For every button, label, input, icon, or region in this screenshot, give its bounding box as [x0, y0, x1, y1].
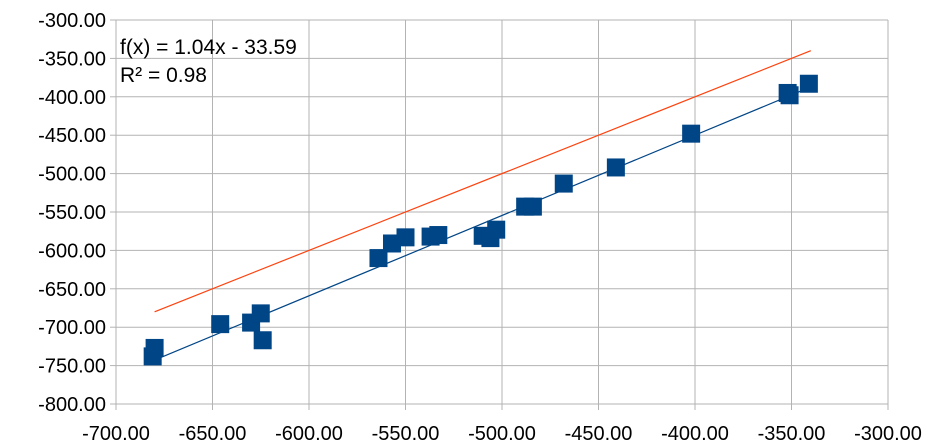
r-squared-label: R² = 0.98	[120, 64, 207, 87]
y-tick-label: -600.00	[38, 240, 106, 262]
y-tick-label: -800.00	[38, 394, 106, 416]
trendline-equation: f(x) = 1.04x - 33.59	[120, 36, 297, 59]
data-point	[429, 226, 448, 245]
data-point	[523, 197, 542, 216]
data-point	[780, 86, 799, 105]
x-tick-label: -600.00	[275, 423, 343, 445]
data-point	[554, 174, 573, 193]
x-tick-label: -450.00	[565, 423, 633, 445]
data-point	[799, 74, 818, 93]
y-tick-label: -550.00	[38, 202, 106, 224]
grid-lines	[110, 19, 889, 410]
data-point	[143, 347, 162, 366]
x-tick-label: -350.00	[758, 423, 826, 445]
data-point	[253, 331, 272, 350]
data-point	[606, 158, 625, 177]
data-point	[682, 124, 701, 143]
x-tick-label: -550.00	[372, 423, 440, 445]
y-tick-label: -350.00	[38, 48, 106, 70]
x-tick-label: -700.00	[82, 423, 150, 445]
data-point	[369, 249, 388, 268]
data-point	[487, 220, 506, 239]
y-tick-label: -300.00	[38, 10, 106, 32]
data-points	[143, 74, 818, 366]
x-tick-label: -650.00	[179, 423, 247, 445]
y-tick-label: -400.00	[38, 87, 106, 109]
y-tick-label: -500.00	[38, 164, 106, 186]
data-point	[382, 234, 401, 253]
data-point	[396, 228, 415, 247]
y-axis-tick-labels: -300.00 -350.00 -400.00 -450.00 -500.00 -550.…	[38, 10, 106, 416]
x-axis-tick-labels: -700.00 -650.00 -600.00 -550.00 -500.00 -450.…	[82, 423, 922, 445]
x-tick-label: -500.00	[468, 423, 536, 445]
data-point	[211, 315, 230, 334]
y-tick-label: -650.00	[38, 279, 106, 301]
data-point	[251, 304, 270, 323]
y-tick-label: -750.00	[38, 356, 106, 378]
reference-line	[154, 50, 812, 313]
y-tick-label: -450.00	[38, 125, 106, 147]
y-tick-label: -700.00	[38, 317, 106, 339]
x-tick-label: -400.00	[661, 423, 729, 445]
x-tick-label: -300.00	[854, 423, 922, 445]
